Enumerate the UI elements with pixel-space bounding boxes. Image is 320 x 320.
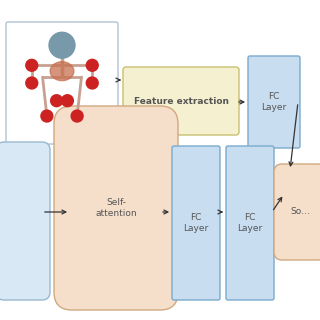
FancyBboxPatch shape	[248, 56, 300, 148]
Text: So…: So…	[290, 207, 310, 217]
FancyBboxPatch shape	[274, 164, 320, 260]
Circle shape	[26, 60, 38, 71]
FancyBboxPatch shape	[0, 142, 50, 300]
Text: Feature extraction: Feature extraction	[133, 97, 228, 106]
Circle shape	[71, 110, 83, 122]
FancyBboxPatch shape	[54, 106, 178, 310]
Circle shape	[61, 95, 73, 107]
FancyBboxPatch shape	[226, 146, 274, 300]
Text: Self-
attention: Self- attention	[95, 198, 137, 218]
Circle shape	[51, 95, 62, 107]
Text: FC
Layer: FC Layer	[237, 213, 263, 233]
FancyBboxPatch shape	[172, 146, 220, 300]
Circle shape	[26, 77, 38, 89]
FancyBboxPatch shape	[6, 22, 118, 144]
Circle shape	[41, 110, 53, 122]
Text: FC
Layer: FC Layer	[183, 213, 209, 233]
Ellipse shape	[50, 62, 74, 81]
Circle shape	[49, 32, 75, 58]
FancyBboxPatch shape	[123, 67, 239, 135]
Circle shape	[86, 77, 98, 89]
Text: FC
Layer: FC Layer	[261, 92, 287, 112]
Circle shape	[86, 60, 98, 71]
